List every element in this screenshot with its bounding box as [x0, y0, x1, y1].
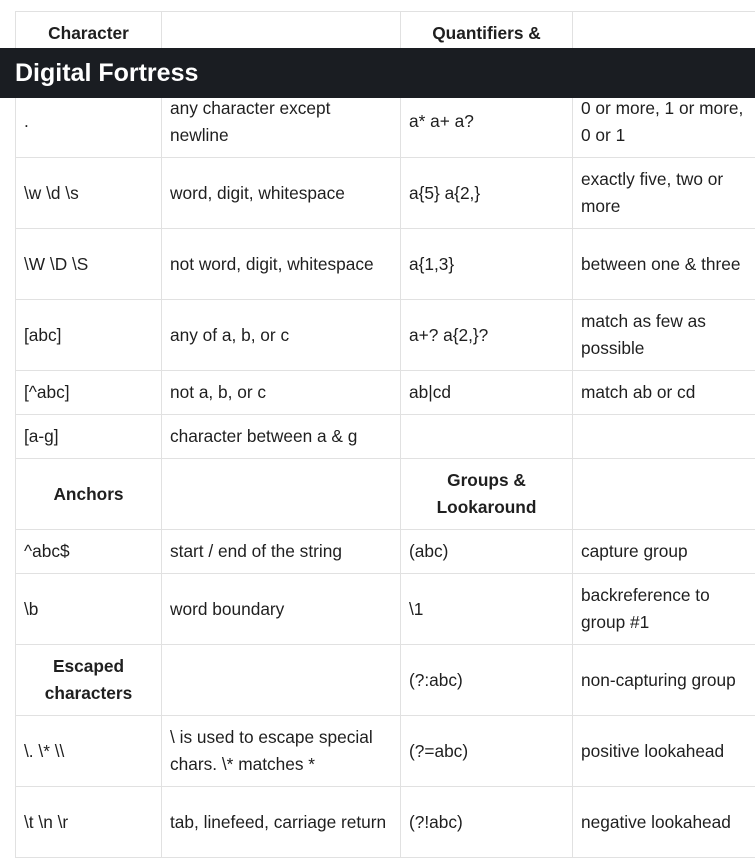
- pattern-cell: [abc]: [15, 299, 162, 371]
- quantifier-pattern-cell: a{5} a{2,}: [400, 157, 573, 229]
- section-heading-spacer: [572, 458, 755, 530]
- group-description-cell: capture group: [572, 529, 755, 574]
- quantifier-description-cell: [572, 414, 755, 459]
- pattern-cell: \t \n \r: [15, 786, 162, 858]
- description-cell: not word, digit, whitespace: [161, 228, 401, 300]
- description-cell: character between a & g: [161, 414, 401, 459]
- description-cell: any of a, b, or c: [161, 299, 401, 371]
- group-description-cell: backreference to group #1: [572, 573, 755, 645]
- pattern-cell: [a-g]: [15, 414, 162, 459]
- description-cell: word, digit, whitespace: [161, 157, 401, 229]
- table-row: \t \n \r tab, linefeed, carriage return …: [15, 786, 755, 858]
- group-description-cell: non-capturing group: [572, 644, 755, 716]
- pattern-cell: \W \D \S: [15, 228, 162, 300]
- section-heading-spacer: [161, 458, 401, 530]
- quantifier-pattern-cell: a{1,3}: [400, 228, 573, 300]
- group-pattern-cell: (?:abc): [400, 644, 573, 716]
- table-row: \W \D \S not word, digit, whitespace a{1…: [15, 228, 755, 300]
- group-pattern-cell: \1: [400, 573, 573, 645]
- table-row: [a-g] character between a & g: [15, 414, 755, 459]
- app-title: Digital Fortress: [15, 59, 199, 87]
- quantifier-pattern-cell: ab|cd: [400, 370, 573, 415]
- table-row: \. \* \\ \ is used to escape special cha…: [15, 715, 755, 787]
- quantifier-pattern-cell: a+? a{2,}?: [400, 299, 573, 371]
- group-pattern-cell: (?=abc): [400, 715, 573, 787]
- section-header-row-character: Character Quantifiers &: [15, 11, 755, 52]
- group-description-cell: positive lookahead: [572, 715, 755, 787]
- pattern-cell: [^abc]: [15, 370, 162, 415]
- quantifier-description-cell: match ab or cd: [572, 370, 755, 415]
- quantifier-description-cell: match as few as possible: [572, 299, 755, 371]
- table-row: \b word boundary \1 backreference to gro…: [15, 573, 755, 645]
- pattern-cell: \w \d \s: [15, 157, 162, 229]
- section-heading-character-classes: Character: [15, 11, 162, 52]
- description-cell: \ is used to escape special chars. \* ma…: [161, 715, 401, 787]
- table-row: \w \d \s word, digit, whitespace a{5} a{…: [15, 157, 755, 229]
- description-cell: not a, b, or c: [161, 370, 401, 415]
- description-cell: start / end of the string: [161, 529, 401, 574]
- regex-cheatsheet-table: Character Quantifiers & . any character …: [15, 11, 755, 858]
- section-heading-spacer: [161, 644, 401, 716]
- section-header-row-escaped: Escaped characters (?:abc) non-capturing…: [15, 644, 755, 716]
- description-cell: tab, linefeed, carriage return: [161, 786, 401, 858]
- section-header-row-anchors: Anchors Groups & Lookaround: [15, 458, 755, 530]
- pattern-cell: \b: [15, 573, 162, 645]
- pattern-cell: \. \* \\: [15, 715, 162, 787]
- group-description-cell: negative lookahead: [572, 786, 755, 858]
- section-heading-anchors: Anchors: [15, 458, 162, 530]
- group-pattern-cell: (?!abc): [400, 786, 573, 858]
- group-pattern-cell: (abc): [400, 529, 573, 574]
- app-header-bar: Digital Fortress: [0, 48, 755, 98]
- table-row: [^abc] not a, b, or c ab|cd match ab or …: [15, 370, 755, 415]
- quantifier-description-cell: exactly five, two or more: [572, 157, 755, 229]
- quantifier-pattern-cell: [400, 414, 573, 459]
- table-row: ^abc$ start / end of the string (abc) ca…: [15, 529, 755, 574]
- table-row: [abc] any of a, b, or c a+? a{2,}? match…: [15, 299, 755, 371]
- section-heading-spacer: [572, 11, 755, 52]
- section-heading-quantifiers: Quantifiers &: [400, 11, 573, 52]
- section-heading-spacer: [161, 11, 401, 52]
- section-heading-escaped: Escaped characters: [15, 644, 162, 716]
- description-cell: word boundary: [161, 573, 401, 645]
- quantifier-description-cell: between one & three: [572, 228, 755, 300]
- pattern-cell: ^abc$: [15, 529, 162, 574]
- section-heading-groups: Groups & Lookaround: [400, 458, 573, 530]
